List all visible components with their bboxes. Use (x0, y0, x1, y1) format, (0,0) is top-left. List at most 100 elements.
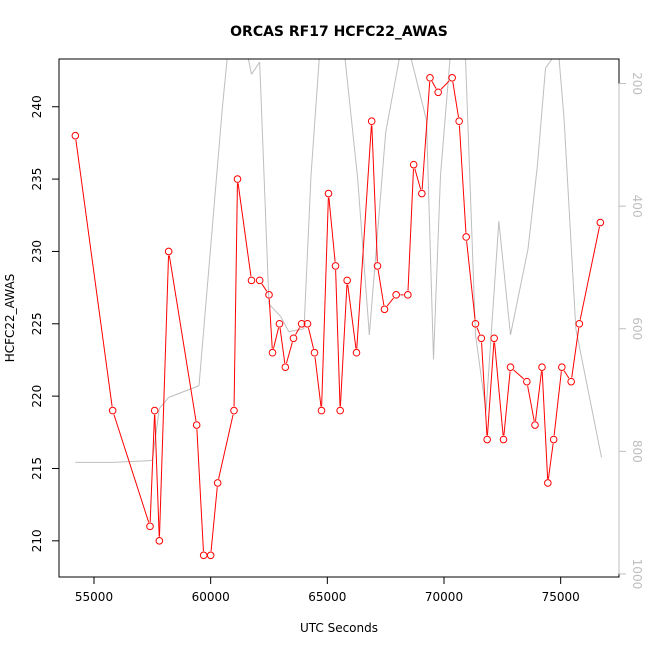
y-axis-label: HCFC22_AWAS (3, 274, 17, 363)
series-segment (377, 269, 385, 306)
series-segment (113, 414, 150, 523)
data-point (324, 189, 333, 198)
right-series-segment (310, 59, 320, 176)
data-point (268, 348, 277, 357)
y-tick-label: 210 (30, 529, 44, 552)
series-segment (486, 342, 495, 436)
data-point (367, 117, 376, 126)
series-segment (168, 255, 197, 422)
series-segment (579, 226, 600, 320)
x-axis: 55000 60000 65000 70000 75000 (75, 576, 580, 604)
series-segment (476, 327, 481, 335)
data-point (506, 363, 515, 371)
y-tick-label: 235 (30, 168, 44, 191)
data-point (596, 218, 605, 227)
right-series-segment (451, 0, 463, 47)
data-point (404, 291, 412, 299)
data-point (331, 262, 340, 270)
y-tick-label: 225 (30, 312, 44, 335)
series-segment (268, 299, 273, 349)
data-point (108, 406, 117, 415)
data-point (265, 291, 273, 299)
data-point (448, 74, 456, 82)
series-segment (233, 183, 238, 407)
series-segment (328, 197, 336, 262)
right-series-segment (410, 59, 427, 121)
data-point (575, 319, 584, 328)
data-point (490, 334, 498, 343)
right-series-segment (280, 316, 290, 333)
right-series-segment (527, 166, 538, 250)
series-segment (75, 139, 113, 407)
series-segment (571, 327, 580, 378)
right-axis-series (75, 0, 602, 463)
series-segment (308, 327, 314, 349)
right-tick-label: 600 (630, 317, 644, 340)
right-series-segment (563, 120, 577, 329)
series-segment (494, 342, 504, 436)
series-segment (158, 255, 170, 537)
x-tick-label: 75000 (542, 590, 580, 604)
data-point (336, 406, 344, 415)
y-tick-label: 240 (30, 95, 44, 118)
right-series-segment (323, 0, 330, 10)
series-segment (347, 284, 357, 349)
data-point (192, 421, 201, 429)
right-series-segment (168, 385, 200, 398)
right-series-segment (247, 59, 252, 75)
right-axis: 200 400 600 800 1000 (618, 72, 644, 589)
y-axis: 210 215 220 225 230 235 240 (30, 95, 60, 552)
data-point (247, 276, 256, 285)
data-point (462, 233, 470, 241)
series-segment (356, 125, 372, 349)
hcfc22-series (71, 74, 605, 560)
data-point (164, 247, 173, 256)
right-series-segment (268, 303, 282, 317)
series-segment (285, 342, 293, 364)
right-series-segment (440, 59, 451, 176)
x-tick-label: 70000 (425, 590, 463, 604)
right-series-segment (558, 59, 565, 121)
data-point (255, 276, 264, 285)
data-point (418, 189, 426, 198)
series-segment (154, 414, 160, 537)
series-segment (563, 370, 570, 379)
series-segment (547, 443, 554, 479)
data-point (477, 334, 486, 343)
right-series-segment (198, 107, 223, 386)
data-point (380, 305, 389, 314)
right-series-segment (303, 175, 312, 329)
right-series-segment (465, 59, 476, 335)
y-tick-label: 215 (30, 457, 44, 480)
data-point (303, 319, 312, 328)
series-segment (553, 371, 562, 436)
data-point (483, 435, 491, 444)
right-series-segment (259, 62, 270, 305)
data-point (317, 406, 326, 415)
data-point (213, 479, 222, 487)
data-point (538, 363, 546, 371)
data-point (499, 435, 508, 444)
data-point (426, 74, 434, 82)
right-series-segment (426, 120, 434, 360)
data-point (297, 319, 306, 328)
series-segment (339, 284, 348, 407)
series-segment (513, 369, 525, 380)
y-tick-label: 220 (30, 385, 44, 408)
data-point (275, 319, 284, 328)
data-point (434, 88, 442, 97)
data-point (471, 319, 480, 328)
data-point (281, 363, 290, 371)
y-tick-label: 230 (30, 240, 44, 263)
series-segment (421, 81, 431, 190)
data-point (523, 377, 531, 386)
chart-title: ORCAS RF17 HCFC22_AWAS (230, 24, 448, 40)
data-point (352, 348, 361, 357)
data-point (233, 175, 242, 183)
data-point (544, 479, 552, 487)
x-tick-label: 60000 (192, 590, 230, 604)
data-point (558, 363, 566, 371)
right-tick-label: 200 (630, 72, 644, 95)
right-series-segment (344, 59, 359, 179)
